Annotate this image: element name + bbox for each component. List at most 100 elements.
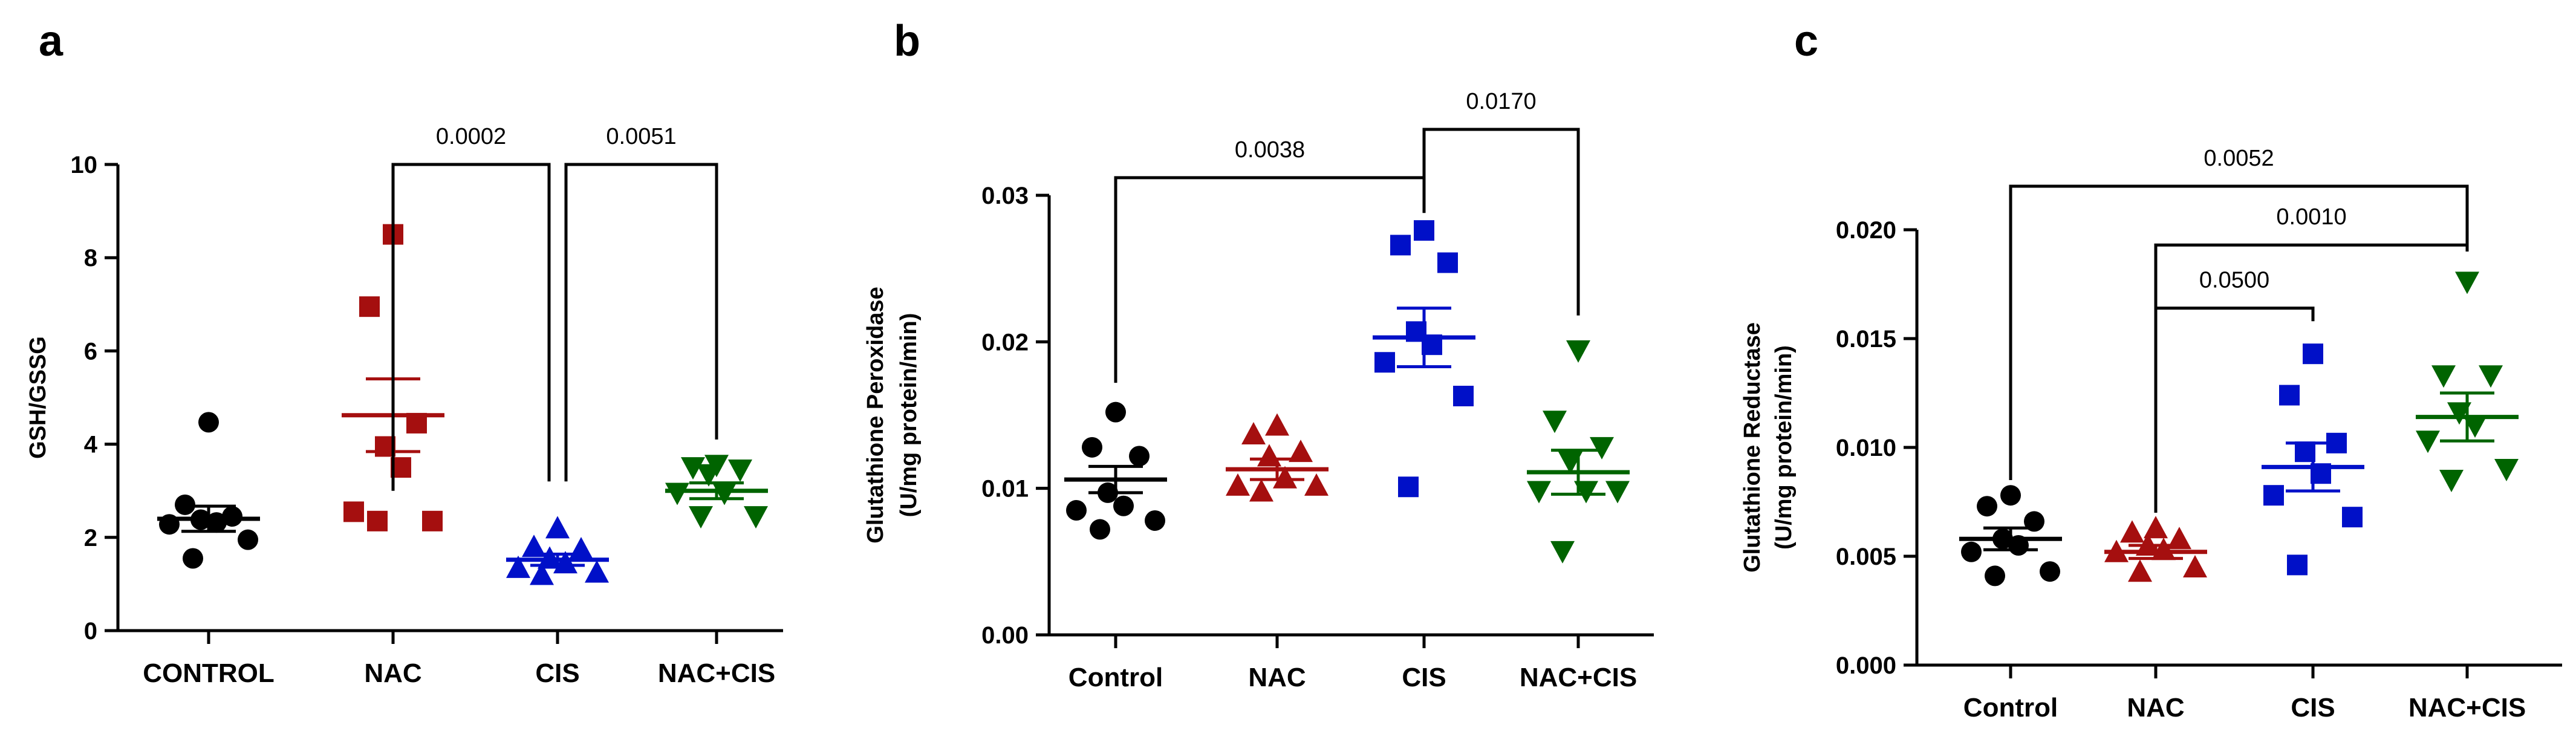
data-point [1113,495,1134,516]
y-tick-label: 2 [84,525,97,551]
bracket-line [2009,184,2469,480]
data-point [1129,446,1150,467]
x-tick-label: NAC+CIS [658,658,775,688]
data-point [1066,500,1087,521]
data-point [1977,496,1997,517]
series-control [157,412,260,569]
data-point [2463,415,2487,438]
data-point [744,506,768,529]
p-value-label: 0.0500 [2199,268,2269,293]
data-point [728,460,752,482]
data-point [1273,466,1297,489]
chart-panel-b: b 0.00 0.01 0.02 0.03 Control NAC CIS NAC+CIS Glu… [863,17,1654,692]
data-point [689,506,713,529]
panel-letter: c [1794,17,1818,65]
x-tick-label: CIS [2291,693,2335,723]
data-point [1437,252,1458,273]
data-point [1398,476,1419,498]
data-point [506,555,530,578]
y-tick-label: 0.020 [1836,217,1896,244]
chart-panel-a: a 0 2 4 6 8 10 CONTROL NAC CIS NAC+CIS GSH/GSSG 0.00… [25,17,783,688]
series-cis [1373,220,1475,498]
x-tick-label: CONTROL [143,658,275,688]
data-point [1414,220,1434,241]
y-tick-label: 4 [84,432,98,458]
data-point [222,506,242,527]
data-point [569,537,593,560]
data-point [1566,340,1590,363]
x-tick-label: NAC [1248,663,1306,692]
p-value-label: 0.0002 [436,124,506,149]
x-tick-label: NAC+CIS [1520,663,1637,692]
data-point [1265,413,1289,436]
x-tick-label: CIS [535,658,579,688]
bracket-line [1422,128,1580,316]
y-tick-label: 0.000 [1836,652,1896,679]
y-tick-label: 0.01 [981,476,1029,502]
significance-bracket: 0.0002 [391,124,551,491]
x-tick-label: CIS [1402,663,1446,692]
data-point [2040,561,2060,582]
significance-bracket: 0.0500 [2154,268,2315,513]
panel-letter: b [894,17,920,65]
data-point [1605,481,1630,504]
y-tick-label: 0 [84,618,97,645]
series-cis [506,516,609,585]
data-point [530,562,554,585]
data-point [1453,385,1474,406]
series-nac [1226,413,1329,502]
data-point [665,482,689,505]
significance-bracket: 0.0170 [1422,89,1580,316]
data-point [1145,510,1165,531]
p-value-label: 0.0170 [1466,89,1536,114]
y-tick-label: 0.02 [981,329,1029,356]
x-tick-label: NAC+CIS [2408,693,2526,723]
data-point [1390,235,1411,256]
data-point [1304,473,1329,496]
significance-bracket: 0.0052 [2009,146,2469,480]
p-value-label: 0.0052 [2204,146,2274,171]
series-nac-cis [665,455,768,529]
data-point [2287,554,2308,576]
y-tick-label: 0.03 [981,183,1029,209]
data-point [1090,519,1110,540]
data-point [2120,520,2144,543]
data-point [522,534,546,557]
p-value-label: 0.0010 [2276,204,2346,230]
data-point [359,296,380,317]
data-point [1574,481,1598,504]
data-point [585,560,609,583]
data-point [712,482,737,505]
significance-bracket: 0.0051 [564,124,718,482]
data-point [422,510,443,531]
y-axis-label: Glutathione Reductase [1740,322,1765,573]
data-point [367,510,388,531]
data-point [2000,485,2021,506]
data-point [2183,555,2207,577]
data-point [2455,271,2479,294]
bracket-line [564,163,718,482]
x-tick-label: NAC [364,658,421,688]
data-point [1590,437,1614,460]
data-point [553,551,577,574]
data-point [2152,538,2176,560]
data-point [2303,343,2323,365]
p-value-label: 0.0038 [1235,137,1305,163]
data-point [697,464,721,487]
data-point [2167,527,2191,550]
significance-bracket: 0.0038 [1114,137,1426,383]
data-point [1550,541,1575,564]
data-point [1543,411,1567,434]
data-point [2263,485,2284,506]
series-nac-cis [1527,340,1630,564]
data-point [2342,507,2363,528]
data-point [2416,430,2440,453]
x-tick-label: Control [1068,663,1163,692]
series-control [1959,485,2062,586]
y-axis-label: GSH/GSSG [25,336,51,459]
data-point [1289,440,1313,463]
series-nac [2104,516,2207,582]
data-point [1082,437,1102,458]
y-axis-label-units: (U/mg protein/min) [1771,345,1797,550]
